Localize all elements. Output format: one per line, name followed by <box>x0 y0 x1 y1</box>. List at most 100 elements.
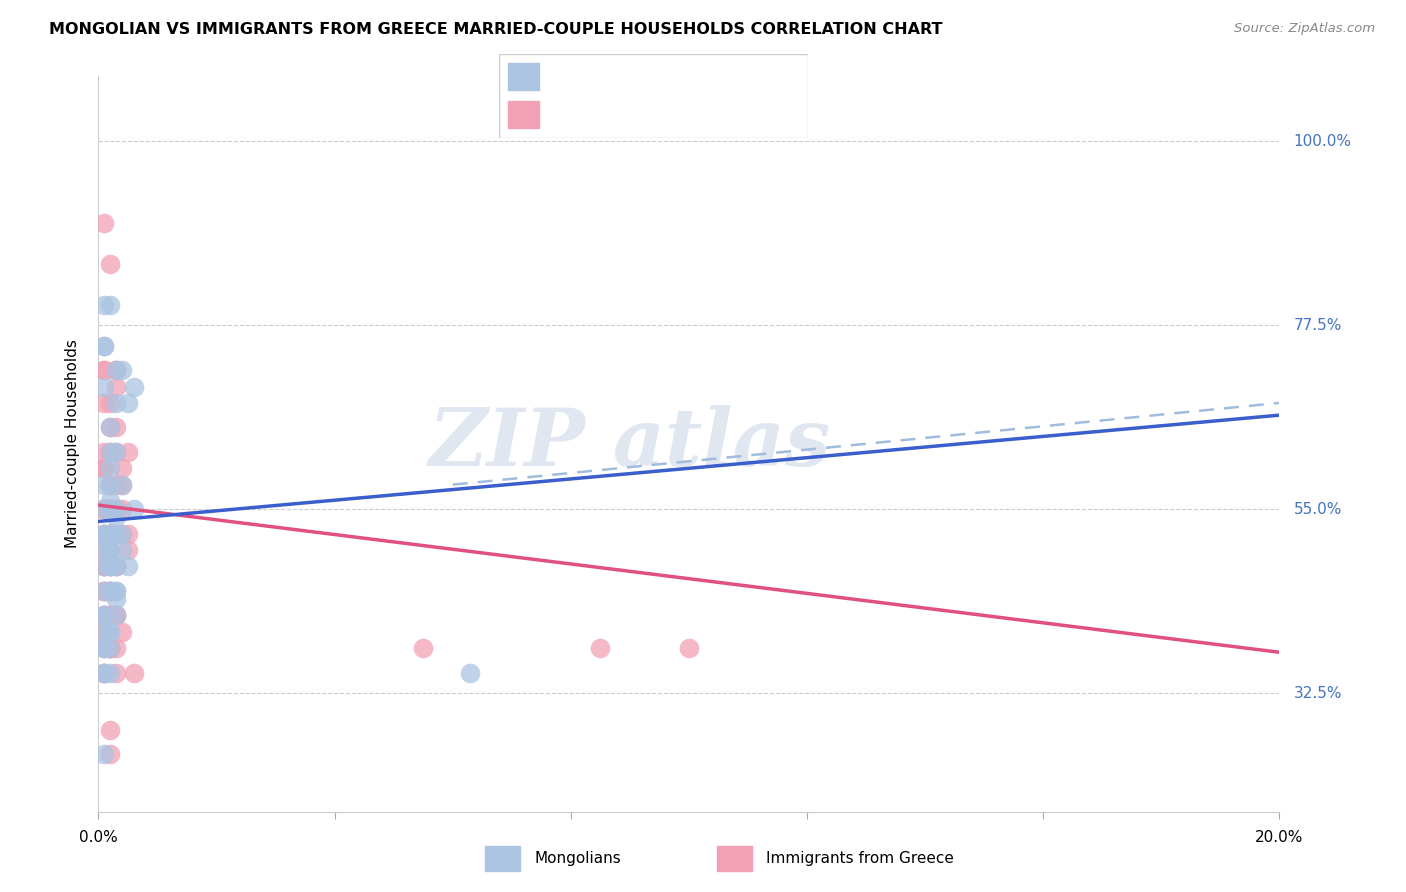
Point <box>98 559 121 574</box>
Point <box>111 363 134 377</box>
Point <box>117 559 139 574</box>
Point <box>105 559 128 574</box>
Point <box>98 526 121 541</box>
Point <box>105 559 128 574</box>
Point <box>98 723 121 737</box>
Point <box>93 298 115 312</box>
Point <box>105 608 128 623</box>
Point <box>93 363 115 377</box>
Point <box>98 559 121 574</box>
Point <box>93 526 115 541</box>
Point <box>98 526 121 541</box>
Point <box>93 543 115 558</box>
Point <box>93 502 115 516</box>
Point <box>93 379 115 393</box>
Text: MONGOLIAN VS IMMIGRANTS FROM GREECE MARRIED-COUPLE HOUSEHOLDS CORRELATION CHART: MONGOLIAN VS IMMIGRANTS FROM GREECE MARR… <box>49 22 942 37</box>
Y-axis label: Married-couple Households: Married-couple Households <box>65 339 80 549</box>
Point <box>98 584 121 599</box>
Point <box>589 641 612 656</box>
Point <box>98 608 121 623</box>
Point <box>93 624 115 639</box>
Point <box>98 641 121 656</box>
Point <box>98 502 121 516</box>
Text: R =: R = <box>548 68 585 86</box>
Point <box>98 526 121 541</box>
Point <box>93 445 115 459</box>
Point <box>678 641 700 656</box>
Point <box>98 445 121 459</box>
Point <box>111 526 134 541</box>
Point <box>105 379 128 393</box>
Point <box>98 445 121 459</box>
Point <box>117 526 139 541</box>
Text: 77.5%: 77.5% <box>1294 318 1341 333</box>
Point <box>93 526 115 541</box>
Point <box>105 665 128 680</box>
Point <box>93 338 115 352</box>
Point <box>93 584 115 599</box>
Text: Mongolians: Mongolians <box>534 851 621 865</box>
Point <box>93 396 115 410</box>
Text: -0.172: -0.172 <box>592 105 651 123</box>
Bar <box>485 846 520 871</box>
Point <box>93 559 115 574</box>
Point <box>98 477 121 491</box>
Point <box>98 420 121 434</box>
Point <box>98 608 121 623</box>
Point <box>93 641 115 656</box>
Point <box>93 665 115 680</box>
Point <box>412 641 434 656</box>
Point <box>93 747 115 762</box>
Text: 0.0%: 0.0% <box>79 830 118 845</box>
Text: 59: 59 <box>710 68 733 86</box>
Point <box>105 641 128 656</box>
Point <box>105 592 128 607</box>
Point <box>122 665 145 680</box>
Point <box>98 747 121 762</box>
Point <box>93 584 115 599</box>
Point <box>111 477 134 491</box>
Text: 55.0%: 55.0% <box>1294 501 1341 516</box>
Point <box>93 665 115 680</box>
Point <box>93 584 115 599</box>
Point <box>98 502 121 516</box>
Point <box>105 477 128 491</box>
Point <box>93 624 115 639</box>
Point <box>105 526 128 541</box>
Point <box>98 477 121 491</box>
Point <box>105 502 128 516</box>
Point <box>105 526 128 541</box>
Text: R =: R = <box>548 105 585 123</box>
Point <box>93 502 115 516</box>
Point <box>98 461 121 475</box>
Point <box>93 502 115 516</box>
Text: 85: 85 <box>710 105 733 123</box>
Point <box>105 510 128 524</box>
Text: 0.081: 0.081 <box>592 68 644 86</box>
Point <box>93 559 115 574</box>
Point <box>111 624 134 639</box>
Bar <box>509 62 540 90</box>
Point <box>93 608 115 623</box>
Text: N =: N = <box>666 68 703 86</box>
Point <box>105 363 128 377</box>
Point <box>105 363 128 377</box>
Point <box>93 584 115 599</box>
Point <box>98 298 121 312</box>
Point <box>105 608 128 623</box>
Point <box>98 559 121 574</box>
Point <box>105 445 128 459</box>
Point <box>98 608 121 623</box>
Point <box>98 477 121 491</box>
Point <box>93 526 115 541</box>
Point <box>93 461 115 475</box>
Point <box>93 665 115 680</box>
Point <box>93 641 115 656</box>
Point <box>98 502 121 516</box>
Bar <box>717 846 752 871</box>
Point <box>98 502 121 516</box>
Point <box>93 526 115 541</box>
Point <box>105 584 128 599</box>
Point <box>105 420 128 434</box>
Point <box>98 584 121 599</box>
